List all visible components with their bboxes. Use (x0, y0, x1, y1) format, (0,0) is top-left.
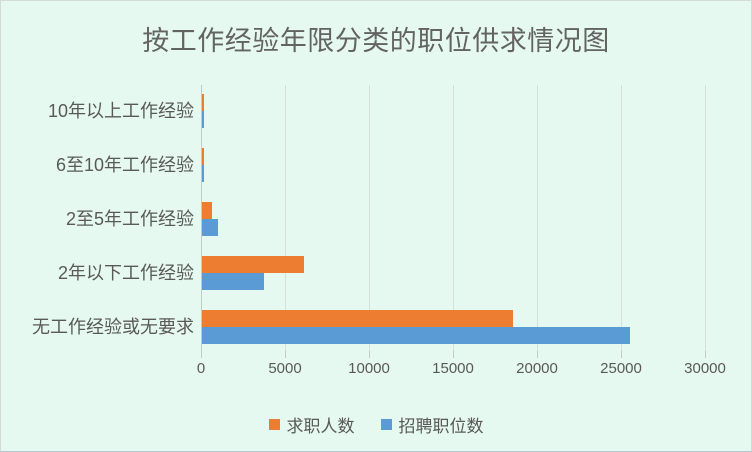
axis-tick (621, 351, 622, 358)
legend-item-positions: 招聘职位数 (380, 412, 484, 437)
bar-job-seekers (202, 94, 204, 111)
bar-positions (202, 327, 630, 344)
gridline (537, 85, 538, 351)
bar-positions (202, 273, 264, 290)
axis-tick (705, 351, 706, 358)
gridline (285, 85, 286, 351)
bar-positions (202, 165, 204, 182)
bar-positions (202, 219, 218, 236)
x-tick-label: 0 (196, 360, 206, 377)
axis-tick (369, 351, 370, 358)
axis-tick (537, 351, 538, 358)
x-tick-label: 30000 (684, 360, 726, 377)
chart-title: 按工作经验年限分类的职位供求情况图 (142, 26, 610, 56)
gridline (705, 85, 706, 351)
axis-tick (453, 351, 454, 358)
legend: 求职人数 招聘职位数 (1, 412, 751, 437)
category-label: 2年以下工作经验 (57, 263, 194, 283)
x-tick-label: 5000 (268, 360, 302, 377)
bar-job-seekers (202, 256, 304, 273)
gridline (453, 85, 454, 351)
category-axis-line (201, 85, 202, 351)
gridline (621, 85, 622, 351)
axis-tick (285, 351, 286, 358)
legend-label-positions: 招聘职位数 (398, 417, 484, 436)
legend-label-job-seekers: 求职人数 (286, 417, 355, 436)
axis-tick (201, 351, 202, 358)
legend-swatch-blue (380, 419, 392, 430)
x-tick-label: 20000 (516, 360, 558, 377)
legend-item-job-seekers: 求职人数 (268, 412, 355, 437)
bar-job-seekers (202, 310, 513, 327)
x-tick-label: 25000 (600, 360, 642, 377)
x-tick-label: 15000 (432, 360, 474, 377)
category-label: 6至10年工作经验 (55, 155, 194, 175)
bar-job-seekers (202, 148, 204, 165)
gridline (369, 85, 370, 351)
category-label: 无工作经验或无要求 (32, 317, 194, 337)
category-label: 2至5年工作经验 (65, 209, 194, 229)
bar-positions (202, 111, 204, 128)
legend-swatch-orange (268, 419, 280, 430)
bar-job-seekers (202, 202, 212, 219)
category-label: 10年以上工作经验 (47, 101, 194, 121)
x-tick-label: 10000 (348, 360, 390, 377)
